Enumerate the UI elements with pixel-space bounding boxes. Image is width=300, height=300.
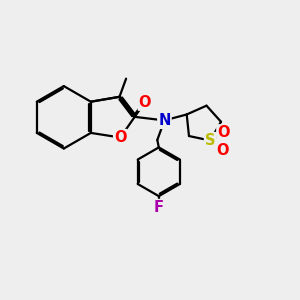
Text: N: N [158,113,171,128]
Text: S: S [205,133,215,148]
Text: F: F [154,200,164,215]
Text: O: O [114,130,127,145]
Text: O: O [139,95,151,110]
Text: O: O [216,143,228,158]
Text: O: O [217,125,230,140]
